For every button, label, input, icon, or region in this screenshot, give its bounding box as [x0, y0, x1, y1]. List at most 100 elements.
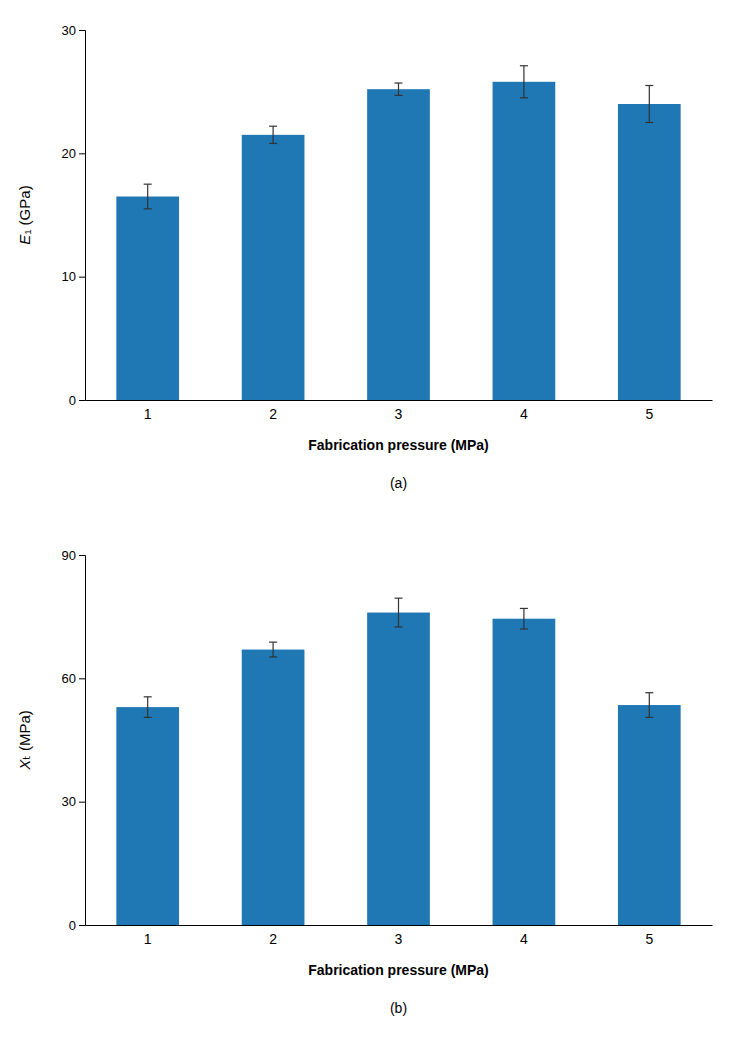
tick-mark	[79, 802, 85, 803]
error-bar-cap	[269, 126, 277, 127]
axis-line	[86, 400, 713, 401]
tick-label: 2	[269, 406, 277, 422]
error-bar	[269, 642, 277, 657]
error-bar	[269, 126, 277, 143]
tick-label: 30	[62, 794, 76, 809]
tick-label: 0	[69, 393, 76, 408]
x-axis-title: Fabrication pressure (MPa)	[308, 962, 489, 978]
x-tick: 2	[269, 931, 277, 947]
y-axis: 0 10 20 30	[62, 23, 86, 408]
bar	[493, 82, 556, 400]
error-bar	[520, 66, 528, 98]
y-axis-title-part: ₜ (MPa)	[16, 710, 33, 759]
y-axis: 0 30 60 90	[62, 548, 86, 933]
tick-mark	[79, 678, 85, 679]
error-bar-cap	[395, 95, 403, 96]
tick-label: 3	[395, 406, 403, 422]
tick-label: 0	[69, 918, 76, 933]
tick-label: 20	[62, 146, 76, 161]
caption: (a)	[390, 475, 407, 491]
x-tick: 3	[395, 406, 403, 422]
y-tick: 30	[62, 23, 85, 38]
error-bar-cap	[395, 82, 403, 83]
tick-mark	[79, 277, 85, 278]
tick-mark	[79, 555, 85, 556]
bar	[116, 707, 179, 925]
bar	[116, 197, 179, 401]
error-bar	[144, 184, 152, 209]
error-bar	[645, 86, 653, 123]
y-tick: 90	[62, 548, 85, 563]
y-tick: 0	[69, 918, 85, 933]
panel: 0 30 60 90 1 2 3 4 5 Fabrication pressure (MPa) Xₜ…	[16, 548, 713, 1016]
x-tick: 4	[520, 931, 528, 947]
error-bar-cap	[395, 598, 403, 599]
error-bar-cap	[520, 65, 528, 66]
bar	[367, 613, 430, 925]
error-bar-cap	[144, 184, 152, 185]
bar	[367, 89, 430, 400]
tick-mark	[79, 153, 85, 154]
error-bar	[520, 608, 528, 629]
error-bar-cap	[395, 626, 403, 627]
caption: (b)	[390, 1000, 407, 1016]
tick-label: 4	[520, 406, 528, 422]
error-bar-stem	[147, 697, 148, 718]
error-bar-stem	[273, 642, 274, 657]
error-bar	[395, 598, 403, 627]
x-tick: 3	[395, 931, 403, 947]
tick-label: 30	[62, 23, 76, 38]
error-bar-cap	[269, 642, 277, 643]
marks	[116, 598, 680, 925]
error-bar	[395, 83, 403, 95]
bar	[618, 104, 681, 400]
error-bar-stem	[398, 598, 399, 627]
y-axis-title: Xₜ (MPa)	[16, 710, 33, 770]
error-bar-cap	[520, 97, 528, 98]
error-bar-stem	[398, 83, 399, 95]
y-axis-title-part: ₁ (GPa)	[16, 185, 33, 234]
tick-label: 3	[395, 931, 403, 947]
tick-mark	[79, 30, 85, 31]
x-axis-title: Fabrication pressure (MPa)	[308, 437, 489, 453]
error-bar	[645, 693, 653, 718]
tick-label: 90	[62, 548, 76, 563]
tick-label: 10	[62, 269, 76, 284]
error-bar-cap	[645, 85, 653, 86]
x-tick: 4	[520, 406, 528, 422]
marks	[116, 66, 680, 400]
error-bar-cap	[144, 696, 152, 697]
error-bar-stem	[147, 184, 148, 209]
x-tick: 5	[645, 406, 653, 422]
y-tick: 60	[62, 671, 85, 686]
x-tick: 5	[645, 931, 653, 947]
y-tick: 20	[62, 146, 85, 161]
tick-label: 4	[520, 931, 528, 947]
error-bar-stem	[523, 66, 524, 98]
error-bar-cap	[645, 122, 653, 123]
x-tick: 1	[144, 931, 152, 947]
y-tick: 10	[62, 269, 85, 284]
error-bar-cap	[269, 143, 277, 144]
chart-svg: 010203012345Fabrication pressure (MPa)E₁…	[0, 0, 747, 1050]
axis-line	[86, 925, 713, 926]
error-bar-cap	[520, 608, 528, 609]
error-bar-cap	[269, 656, 277, 657]
x-axis: 1 2 3 4 5	[86, 926, 713, 947]
error-bar-cap	[520, 628, 528, 629]
x-tick: 1	[144, 406, 152, 422]
y-axis-title: E₁ (GPa)	[16, 185, 33, 244]
tick-label: 1	[144, 931, 152, 947]
tick-label: 1	[144, 406, 152, 422]
bar	[242, 650, 305, 925]
tick-label: 2	[269, 931, 277, 947]
error-bar-cap	[645, 692, 653, 693]
tick-label: 5	[645, 931, 653, 947]
tick-label: 60	[62, 671, 76, 686]
bar	[618, 705, 681, 925]
y-tick: 0	[69, 393, 85, 408]
error-bar-stem	[649, 693, 650, 718]
error-bar-stem	[649, 86, 650, 123]
error-bar-stem	[523, 608, 524, 629]
error-bar-cap	[144, 208, 152, 209]
